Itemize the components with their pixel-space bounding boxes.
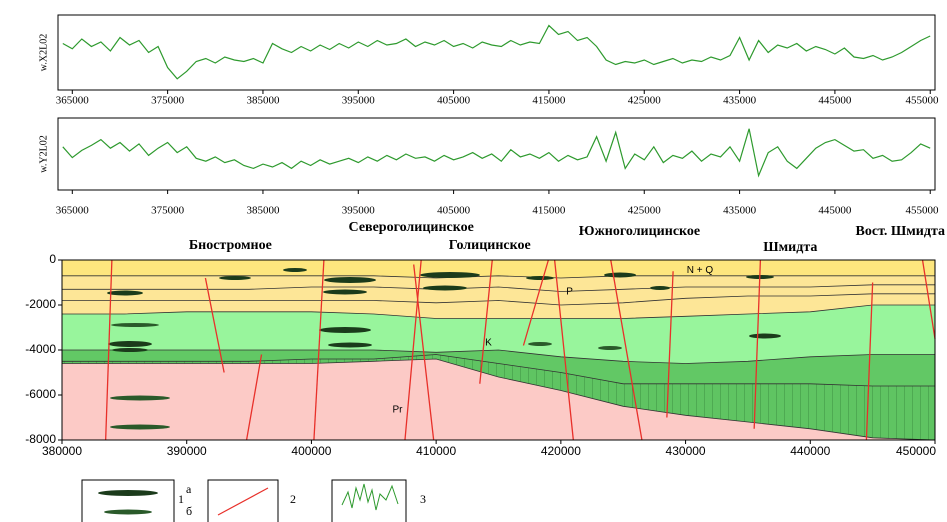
fault [413,264,435,441]
y-tick-label: -8000 [25,432,56,446]
plot-frame [57,14,936,91]
y-tick-label: -4000 [25,342,56,356]
x-tick-label: 390000 [167,444,207,458]
legend-lens [98,490,158,496]
x-tick-label: 395000 [342,95,376,107]
field-name: Североголицинское [349,220,474,235]
x-tick-label: 410000 [416,444,456,458]
fault [313,259,325,441]
annotation: K [485,338,492,349]
legend-box [81,479,175,522]
fault [522,259,550,346]
fault [753,259,762,429]
legend-signal [341,483,399,511]
x-tick-label: 435000 [723,95,757,107]
x-tick-label: 375000 [151,95,185,107]
signal-line [62,128,931,178]
legend-label: б [186,504,192,518]
x-tick-label: 445000 [818,95,852,107]
fault [610,259,643,441]
legend-box [331,479,407,522]
x-tick-label: 400000 [291,444,331,458]
legend-box [207,479,279,522]
x-tick-label: 365000 [56,95,90,107]
field-name: Бностромное [189,238,272,253]
field-name: Вост. Шмидта [856,224,945,239]
fault [865,282,874,441]
annotation: N + Q [687,265,714,276]
layer [61,259,936,279]
x-tick-label: 440000 [790,444,830,458]
x-tick-label: 425000 [628,205,662,217]
fault [404,259,422,441]
x-tick-label: 455000 [906,95,940,107]
x-tick-label: 455000 [906,205,940,217]
x-tick-label: 420000 [541,444,581,458]
x-tick-label: 445000 [818,205,852,217]
fault [553,259,574,441]
x-tick-label: 435000 [723,205,757,217]
x-tick-label: 430000 [666,444,706,458]
plot-frame [61,259,936,441]
x-tick-label: 450000 [896,444,936,458]
x-tick-label: 385000 [246,95,280,107]
y-tick-label: -6000 [25,387,56,401]
legend-label: 2 [290,492,296,506]
y-axis-label: w.X2L02 [38,34,49,71]
legend-label: а [186,482,192,496]
x-tick-label: 415000 [532,95,566,107]
fault [666,271,674,418]
fault [921,259,936,339]
annotation: P [566,287,573,298]
x-tick-label: 415000 [532,205,566,217]
legend: 1 а б 2 3 [81,479,426,522]
x-tick-label: 375000 [151,205,185,217]
x-tick-label: 425000 [628,95,662,107]
y-axis-label: w.Y2L02 [38,135,49,172]
x-tick-label: 380000 [42,444,82,458]
legend-fault [217,487,269,516]
x-tick-label: 405000 [437,95,471,107]
legend-lens [104,509,152,515]
legend-label: 3 [420,492,426,506]
fault [105,259,113,441]
y-tick-label: 0 [49,252,56,266]
annotation: Pr [392,405,403,416]
plot-frame [57,117,936,191]
fault [479,259,493,384]
field-name: Шмидта [763,240,817,255]
signal-line [62,24,931,80]
field-name: Голицинское [449,238,531,253]
x-tick-label: 405000 [437,205,471,217]
x-tick-label: 365000 [56,205,90,217]
x-tick-label: 385000 [246,205,280,217]
x-tick-label: 395000 [342,205,376,217]
y-tick-label: -2000 [25,297,56,311]
fault [245,354,263,441]
fault [204,277,225,373]
field-name: Южноголицинское [579,224,700,239]
legend-label: 1 [178,492,184,506]
